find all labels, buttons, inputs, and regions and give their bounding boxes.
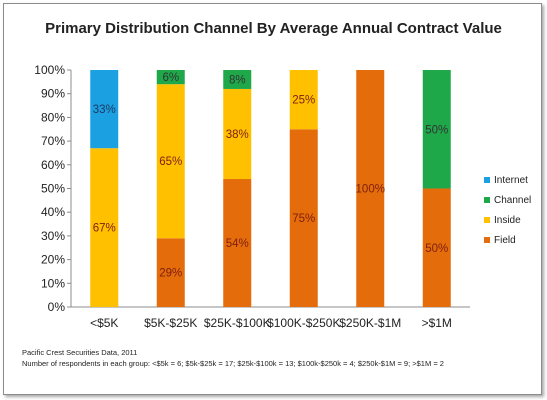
bar-segment-field <box>223 179 252 307</box>
legend-label-field: Field <box>494 235 516 246</box>
x-category-label: <$5K <box>90 316 118 330</box>
data-label: 6% <box>162 72 179 84</box>
data-label: 54% <box>226 238 249 250</box>
legend-swatch-internet <box>484 177 490 183</box>
x-category-label: $100K-$250K <box>267 316 340 330</box>
y-tick-label: 60% <box>41 158 65 172</box>
y-tick-label: 50% <box>41 182 65 196</box>
data-label: 25% <box>292 95 315 107</box>
bar-segment-inside <box>156 84 185 239</box>
legend-label-inside: Inside <box>494 215 521 226</box>
bar-segment-field <box>156 238 185 307</box>
y-tick-label: 20% <box>41 253 65 267</box>
y-tick-label: 30% <box>41 229 65 243</box>
y-tick-label: 70% <box>41 134 65 148</box>
x-category-label: >$1M <box>422 316 452 330</box>
chart-title: Primary Distribution Channel By Average … <box>45 20 502 37</box>
bar-segment-inside <box>223 88 252 180</box>
y-tick-label: 100% <box>34 63 65 77</box>
bar-segment-channel <box>223 70 252 89</box>
source-note: Pacific Crest Securities Data, 2011 <box>22 348 138 357</box>
y-tick-label: 10% <box>41 276 65 290</box>
legend-swatch-field <box>484 237 490 243</box>
data-label: 8% <box>229 74 246 86</box>
y-tick-label: 80% <box>41 110 65 124</box>
legend-swatch-channel <box>484 197 490 203</box>
x-category-label: $5K-$25K <box>144 316 197 330</box>
bar-segment-channel <box>422 70 451 189</box>
data-label: 65% <box>159 156 182 168</box>
y-tick-label: 0% <box>48 300 66 314</box>
data-label: 33% <box>93 104 116 116</box>
legend-label-channel: Channel <box>494 195 531 206</box>
x-category-label: $250K-$1M <box>339 316 401 330</box>
data-label: 75% <box>292 213 315 225</box>
bar-segment-field <box>289 129 318 307</box>
y-tick-label: 90% <box>41 87 65 101</box>
bar-segment-inside <box>90 148 119 307</box>
legend-swatch-inside <box>484 217 490 223</box>
data-label: 50% <box>425 243 448 255</box>
bar-segment-inside <box>289 70 318 130</box>
data-label: 100% <box>356 184 385 196</box>
bar-segment-internet <box>90 70 119 149</box>
bar-segment-channel <box>156 70 185 85</box>
x-category-label: $25K-$100K <box>204 316 271 330</box>
data-label: 38% <box>226 129 249 141</box>
data-label: 67% <box>93 223 116 235</box>
legend-label-internet: Internet <box>494 175 528 186</box>
bar-segment-field <box>422 188 451 307</box>
data-label: 50% <box>425 124 448 136</box>
y-tick-label: 40% <box>41 205 65 219</box>
data-label: 29% <box>159 268 182 280</box>
respondents-note: Number of respondents in each group: <$5… <box>22 359 444 368</box>
bar-segment-field <box>356 70 385 307</box>
